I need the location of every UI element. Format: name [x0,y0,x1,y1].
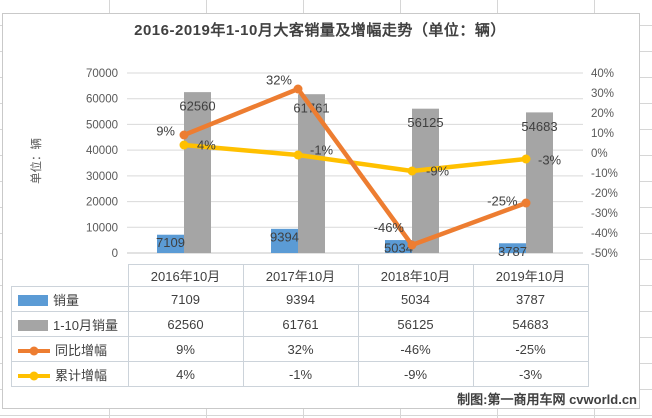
table-corner-cell [11,264,128,287]
point-label-同比增幅-2019年10月: -25% [487,194,518,209]
table-cell-同比增幅-2019年10月: -25% [472,336,589,362]
left-axis-tick: 40000 [86,145,118,157]
left-axis-tick: 70000 [86,68,118,80]
point-label-累计增幅-2016年10月: 4% [197,138,216,153]
table-cell-累计增幅-2018年10月: -9% [357,361,474,387]
bar-label-销量-2017年10月: 9394 [270,229,299,244]
bar-销量-2018年10月 [385,240,412,253]
bar-label-1-10月销量-2018年10月: 56125 [407,115,443,130]
legend-label: 累计增幅 [55,367,108,383]
table-cell-销量-2017年10月: 9394 [242,286,359,312]
left-axis-tick: 50000 [86,119,118,131]
legend-label: 同比增幅 [55,342,108,358]
table-cell-1-10月销量-2016年10月: 62560 [127,311,244,337]
point-累计增幅-2019年10月 [521,154,531,164]
table-header-category: 2019年10月 [472,264,589,287]
table-row-label: 销量 [11,286,129,312]
table-cell-累计增幅-2016年10月: 4% [127,361,244,387]
right-axis-tick: 30% [591,88,614,100]
legend-swatch-bar-icon [18,319,48,331]
table-row: 累计增幅 4% -1% -9% -3% [11,361,589,387]
table-row-label: 累计增幅 [11,361,129,387]
right-axis-tick: 20% [591,108,614,120]
point-label-累计增幅-2017年10月: -1% [310,143,334,158]
table-row: 1-10月销量 62560 61761 56125 54683 [11,311,589,337]
point-同比增幅-2019年10月 [521,198,531,208]
left-axis-tick: 20000 [86,197,118,209]
table-header-category: 2017年10月 [242,264,359,287]
point-label-同比增幅-2017年10月: 32% [266,73,292,88]
point-同比增幅-2016年10月 [179,130,189,140]
legend-label: 1-10月销量 [53,317,119,333]
point-label-累计增幅-2018年10月: -9% [426,164,450,179]
table-cell-销量-2018年10月: 5034 [357,286,474,312]
legend-swatch-bar-icon [18,294,48,306]
table-cell-1-10月销量-2017年10月: 61761 [242,311,359,337]
table-row-label: 同比增幅 [11,336,129,362]
right-axis-tick: -50% [591,248,618,260]
table-cell-累计增幅-2019年10月: -3% [472,361,589,387]
right-axis-tick: -10% [591,168,618,180]
table-cell-销量-2019年10月: 3787 [472,286,589,312]
bar-销量-2017年10月 [271,228,298,253]
table-row: 销量 7109 9394 5034 3787 [11,286,589,312]
point-累计增幅-2016年10月 [179,140,189,150]
legend-swatch-line-icon [18,346,50,355]
bar-1-10月销量-2018年10月 [412,108,439,253]
legend-swatch-line-icon [18,371,50,380]
legend-swatch-dot-icon [29,346,39,355]
line-同比增幅 [181,86,529,248]
bar-1-10月销量-2016年10月 [184,92,211,253]
point-同比增幅-2017年10月 [293,84,303,94]
table-cell-同比增幅-2017年10月: 32% [242,336,359,362]
point-同比增幅-2018年10月 [407,240,417,250]
left-axis-tick: 30000 [86,171,118,183]
table-cell-销量-2016年10月: 7109 [127,286,244,312]
point-累计增幅-2017年10月 [293,150,303,160]
bar-label-销量-2018年10月: 5034 [384,241,413,256]
table-cell-1-10月销量-2019年10月: 54683 [472,311,589,337]
right-axis-tick: 40% [591,68,614,80]
bar-label-销量-2019年10月: 3787 [498,244,527,259]
table-cell-1-10月销量-2018年10月: 56125 [357,311,474,337]
chart-data-table: 2016年10月 2017年10月 2018年10月 2019年10月销量 7109 93… [11,264,589,387]
right-axis-tick: -40% [591,228,618,240]
point-累计增幅-2018年10月 [407,166,417,176]
table-cell-同比增幅-2016年10月: 9% [127,336,244,362]
point-label-同比增幅-2018年10月: -46% [374,220,405,235]
table-header-category: 2016年10月 [127,264,244,287]
table-header-category: 2018年10月 [357,264,474,287]
table-row-label: 1-10月销量 [11,311,129,337]
bar-label-1-10月销量-2016年10月: 62560 [179,99,215,114]
left-axis-tick: 60000 [86,94,118,106]
line-累计增幅 [181,142,529,174]
right-axis-tick: 10% [591,128,614,140]
legend-label: 销量 [53,292,80,308]
bar-label-销量-2016年10月: 7109 [156,235,185,250]
bar-销量-2016年10月 [157,234,184,253]
bar-销量-2019年10月 [499,243,526,253]
right-axis-tick: -30% [591,208,618,220]
footer-credit: 制图:第一商用车网 cvworld.cn [457,392,637,407]
table-cell-同比增幅-2018年10月: -46% [357,336,474,362]
table-row: 同比增幅 9% 32% -46% -25% [11,336,589,362]
chart-title: 2016-2019年1-10月大客销量及增幅走势（单位：辆） [134,22,506,39]
right-axis-tick: -20% [591,188,618,200]
point-label-累计增幅-2019年10月: -3% [538,153,562,168]
left-axis-tick: 0 [112,248,118,260]
right-axis-tick: 0% [591,148,608,160]
left-axis-tick: 10000 [86,222,118,234]
legend-swatch-dot-icon [29,371,39,380]
bar-label-1-10月销量-2019年10月: 54683 [521,119,557,134]
point-label-同比增幅-2016年10月: 9% [156,124,175,139]
table-cell-累计增幅-2017年10月: -1% [242,361,359,387]
bar-1-10月销量-2019年10月 [526,112,553,254]
